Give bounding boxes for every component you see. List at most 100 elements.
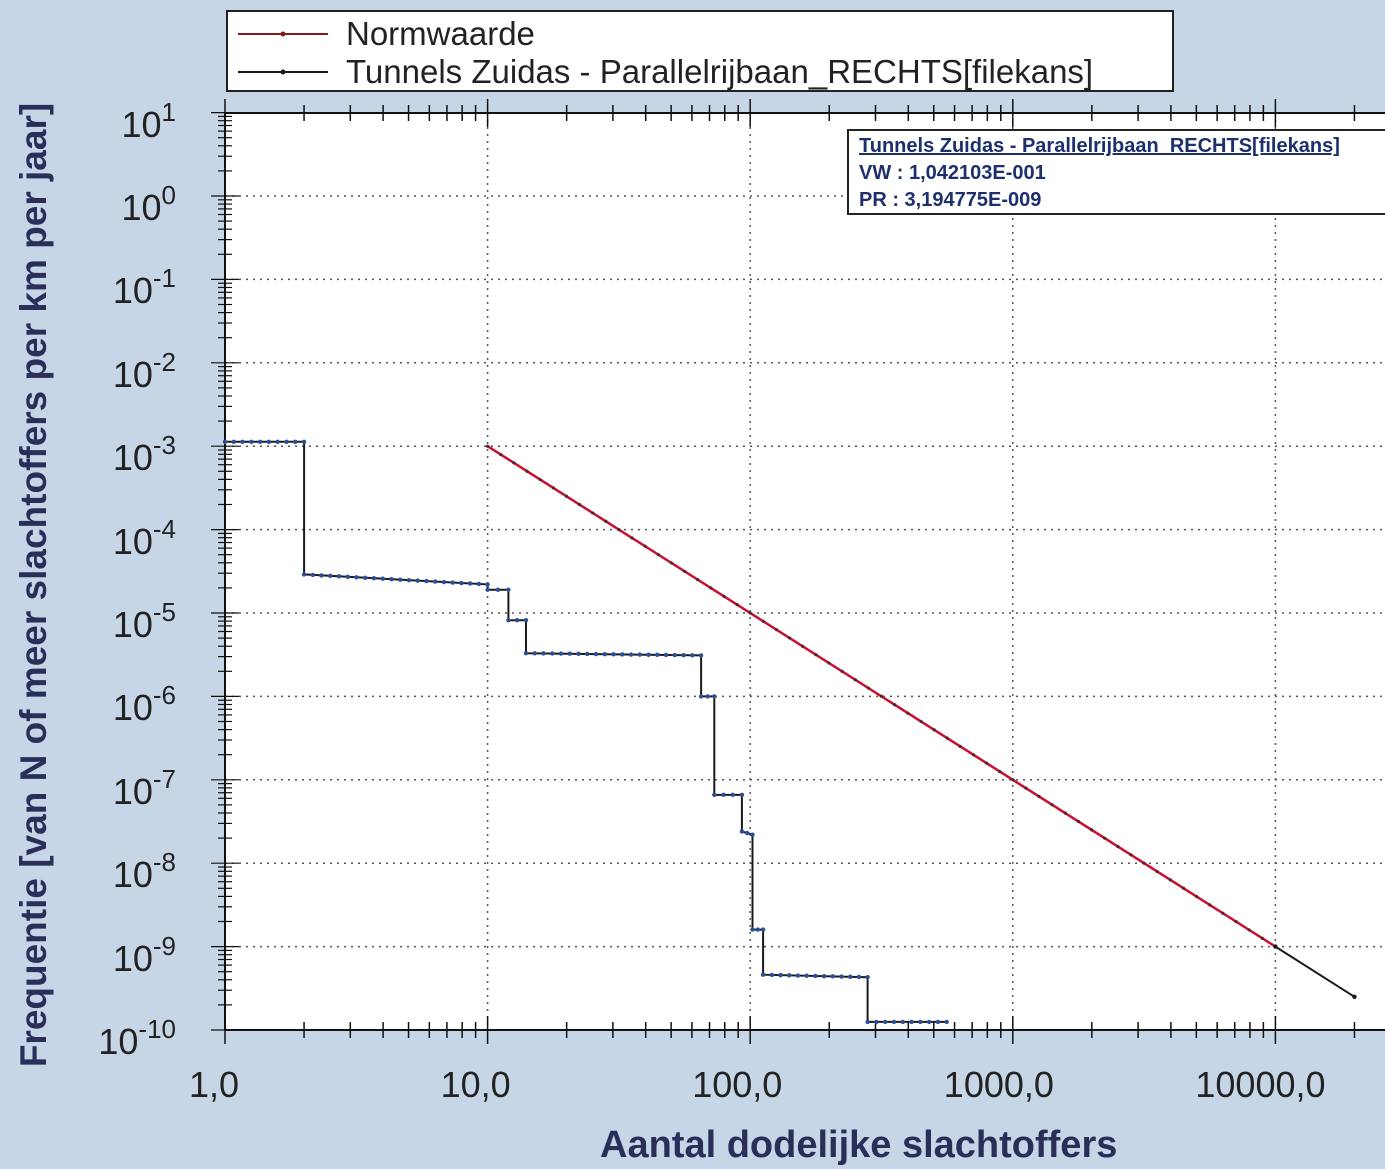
normwaarde-point bbox=[1129, 853, 1133, 857]
tunnels-point bbox=[567, 651, 572, 656]
tunnels-point bbox=[760, 972, 766, 977]
tunnels-point bbox=[415, 578, 420, 583]
x-tick-label: 10,0 bbox=[440, 1064, 511, 1105]
normwaarde-point bbox=[984, 761, 989, 765]
x-tick-label: 100,0 bbox=[692, 1064, 783, 1105]
normwaarde-point bbox=[761, 619, 765, 623]
normwaarde-point bbox=[1076, 819, 1081, 824]
tunnels-point bbox=[865, 974, 870, 980]
tunnels-point bbox=[467, 581, 473, 586]
tunnels-point bbox=[406, 577, 412, 583]
tunnels-point bbox=[900, 1019, 905, 1025]
tunnels-point bbox=[310, 572, 315, 578]
tunnels-point bbox=[628, 652, 634, 657]
normwaarde-point bbox=[971, 753, 976, 757]
tunnels-point bbox=[839, 974, 844, 979]
normwaarde-point bbox=[998, 769, 1002, 774]
normwaarde-point bbox=[774, 628, 779, 632]
legend-swatch-tunnels bbox=[238, 69, 328, 75]
normwaarde-point bbox=[1037, 794, 1041, 799]
normwaarde-point bbox=[814, 653, 818, 657]
normwaarde-point bbox=[1089, 828, 1094, 832]
y-tick-label: 10-2 bbox=[112, 346, 176, 395]
tunnels-point bbox=[769, 972, 775, 978]
normwaarde-point bbox=[1195, 894, 1199, 899]
tunnels-point bbox=[918, 1019, 923, 1025]
tunnels-point bbox=[755, 927, 760, 932]
normwaarde-point bbox=[1208, 903, 1212, 907]
tunnels-point bbox=[371, 576, 377, 581]
y-tick-label: 10-1 bbox=[112, 263, 176, 312]
normwaarde-point bbox=[958, 744, 962, 749]
legend-label-tunnels: Tunnels Zuidas - Parallelrijbaan_RECHTS[… bbox=[346, 53, 1094, 90]
normwaarde-point bbox=[866, 686, 870, 690]
tunnels-point bbox=[523, 617, 529, 623]
normwaarde-point bbox=[1181, 886, 1186, 890]
normwaarde-point bbox=[630, 536, 634, 540]
normwaarde-point bbox=[669, 561, 674, 565]
extension-point bbox=[1352, 994, 1357, 1000]
normwaarde-point bbox=[787, 636, 792, 640]
tunnels-point bbox=[249, 439, 254, 444]
normwaarde-point bbox=[1024, 786, 1028, 790]
normwaarde-point bbox=[722, 594, 726, 598]
normwaarde-point bbox=[893, 703, 897, 707]
tunnels-point bbox=[266, 439, 272, 444]
normwaarde-point bbox=[801, 644, 805, 648]
tunnels-point bbox=[739, 792, 745, 798]
tunnels-point bbox=[506, 617, 511, 623]
tunnels-point bbox=[380, 576, 385, 581]
tunnels-point bbox=[550, 651, 555, 656]
tunnels-point bbox=[257, 439, 263, 444]
y-tick-label: 10-7 bbox=[112, 763, 176, 812]
tunnels-point bbox=[672, 652, 678, 658]
normwaarde-point bbox=[525, 469, 529, 473]
normwaarde-point bbox=[486, 444, 490, 448]
tunnels-point bbox=[804, 973, 809, 978]
tunnels-point bbox=[441, 579, 447, 585]
tunnels-point bbox=[698, 653, 704, 658]
tunnels-point bbox=[882, 1019, 888, 1025]
tunnels-point bbox=[681, 652, 686, 658]
tunnels-point bbox=[293, 439, 298, 444]
normwaarde-point bbox=[932, 728, 936, 732]
y-tick-label: 10-6 bbox=[112, 680, 176, 729]
tunnels-point bbox=[485, 587, 490, 592]
tunnels-point bbox=[495, 587, 501, 592]
tunnels-point bbox=[944, 1019, 949, 1025]
normwaarde-point bbox=[1011, 778, 1015, 782]
tunnels-point bbox=[354, 575, 359, 580]
tunnels-point bbox=[730, 792, 735, 798]
tunnels-point bbox=[663, 652, 669, 658]
normwaarde-point bbox=[1168, 878, 1172, 882]
normwaarde-point bbox=[1260, 936, 1264, 940]
normwaarde-point bbox=[1234, 919, 1238, 924]
tunnels-point bbox=[813, 973, 818, 979]
normwaarde-point bbox=[564, 494, 568, 498]
normwaarde-point bbox=[696, 578, 700, 582]
tunnels-point bbox=[363, 575, 368, 580]
tunnels-point bbox=[611, 652, 616, 657]
normwaarde-point bbox=[591, 511, 595, 515]
normwaarde-point bbox=[1116, 844, 1120, 849]
y-tick-label: 10-9 bbox=[112, 930, 176, 979]
tunnels-point bbox=[935, 1019, 941, 1025]
legend-item-tunnels: Tunnels Zuidas - Parallelrijbaan_RECHTS[… bbox=[228, 52, 1093, 92]
y-tick-label: 10-10 bbox=[98, 1014, 176, 1062]
series-layer bbox=[222, 439, 1357, 1025]
y-tick-label: 10-5 bbox=[112, 597, 176, 645]
tunnels-point bbox=[909, 1019, 914, 1025]
tunnels-point bbox=[576, 651, 581, 657]
tunnels-point bbox=[319, 573, 324, 578]
tunnels-point bbox=[602, 651, 607, 657]
tunnels-point bbox=[750, 927, 755, 932]
normwaarde-point bbox=[604, 519, 608, 523]
info-box-vw: VW : 1,042103E-001 bbox=[859, 162, 1046, 184]
tunnels-point bbox=[240, 439, 245, 444]
info-box: Tunnels Zuidas - Parallelrijbaan_RECHTS[… bbox=[847, 129, 1385, 215]
normwaarde-point bbox=[919, 719, 923, 724]
normwaarde-point bbox=[945, 736, 949, 740]
tunnels-point bbox=[301, 572, 307, 577]
tunnels-point bbox=[389, 577, 394, 582]
normwaarde-point bbox=[906, 711, 910, 715]
